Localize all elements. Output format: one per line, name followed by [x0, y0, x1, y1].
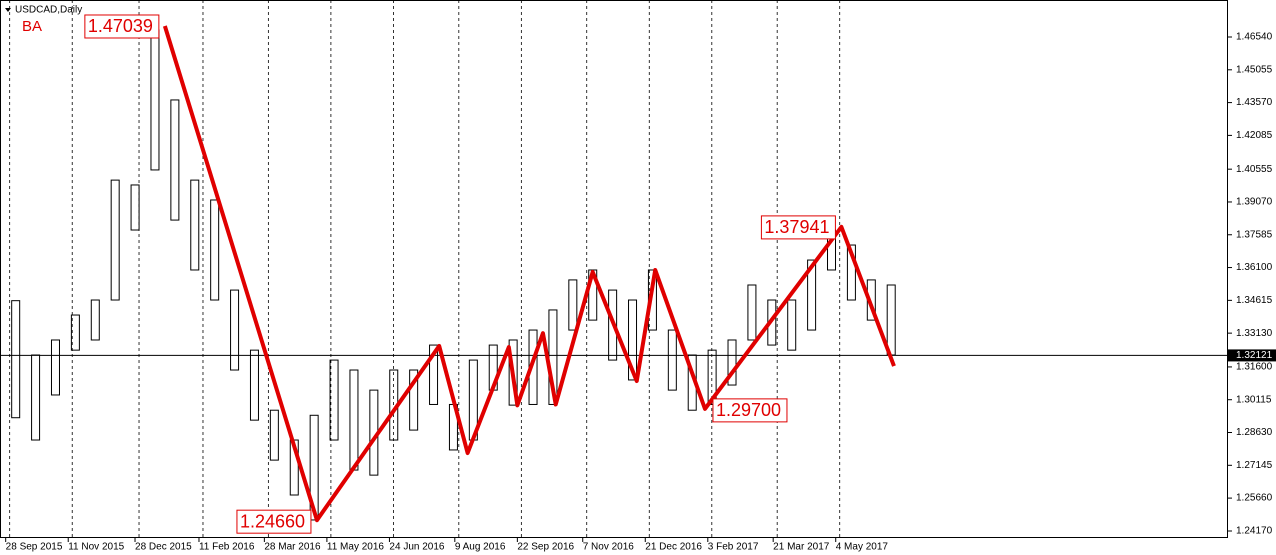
price-bar	[110, 179, 120, 301]
zigzag-line	[162, 25, 896, 523]
y-tick-label: 1.25660	[1236, 493, 1273, 504]
price-bar	[667, 329, 677, 391]
x-tick-label: 24 Jun 2016	[389, 542, 444, 553]
price-bar	[130, 184, 140, 231]
y-tick-label: 1.37585	[1236, 229, 1273, 240]
zigzag-label: 1.29700	[716, 400, 781, 420]
x-tick-label: 28 Sep 2015	[6, 542, 63, 553]
zigzag-label-box	[712, 398, 788, 423]
y-tick-label: 1.46540	[1236, 32, 1273, 43]
y-tick-label: 1.40555	[1236, 164, 1273, 175]
y-tick-label: 1.43570	[1236, 97, 1273, 108]
price-bar	[249, 349, 259, 421]
current-price-box	[1228, 349, 1276, 362]
indicator-name: BA	[22, 18, 42, 35]
zigzag-label-box	[84, 14, 160, 39]
x-tick-label: 28 Mar 2016	[264, 542, 321, 553]
y-tick-label: 1.31600	[1236, 362, 1273, 373]
y-tick-label: 1.45055	[1236, 64, 1273, 75]
price-bar	[90, 299, 100, 341]
price-bar	[11, 300, 21, 419]
price-bar	[747, 284, 757, 341]
zigzag-label: 1.37941	[764, 217, 829, 237]
x-tick-label: 11 Feb 2016	[199, 542, 255, 553]
price-bar	[70, 314, 80, 351]
y-tick-label: 1.30115	[1236, 394, 1272, 405]
plot-frame	[0, 0, 1228, 538]
x-tick-label: 11 Nov 2015	[68, 542, 124, 553]
price-bar	[429, 344, 439, 405]
price-bar	[50, 339, 60, 396]
price-bar	[727, 339, 737, 386]
x-tick-label: 3 Feb 2017	[708, 542, 759, 553]
y-tick-label: 1.42085	[1236, 130, 1273, 141]
x-tick-label: 7 Nov 2016	[583, 542, 635, 553]
x-tick-label: 9 Aug 2016	[455, 542, 506, 553]
current-price-label: 1.32121	[1236, 350, 1273, 361]
price-bar	[309, 414, 319, 521]
y-tick-label: 1.24170	[1236, 526, 1273, 537]
price-bar	[707, 349, 717, 405]
price-bar	[807, 259, 817, 331]
y-tick-label: 1.39070	[1236, 197, 1273, 208]
zigzag-label-box	[236, 509, 312, 534]
y-tick-label: 1.36100	[1236, 262, 1273, 273]
price-bar	[190, 179, 200, 271]
x-tick-label: 11 May 2016	[327, 542, 385, 553]
price-bar	[230, 289, 240, 371]
y-tick-label: 1.33130	[1236, 328, 1273, 339]
x-tick-label: 21 Dec 2016	[645, 542, 702, 553]
zigzag-label: 1.24660	[240, 511, 305, 531]
price-bar	[846, 244, 856, 301]
price-bar	[210, 199, 220, 301]
price-bar	[409, 369, 419, 431]
x-tick-label: 22 Sep 2016	[517, 542, 574, 553]
zigzag-label-box	[760, 215, 836, 240]
price-bar	[608, 289, 618, 361]
price-bar	[568, 279, 578, 331]
y-tick-label: 1.28630	[1236, 427, 1273, 438]
x-tick-label: 28 Dec 2015	[135, 542, 192, 553]
zigzag-label: 1.47039	[88, 16, 153, 36]
x-tick-label: 21 Mar 2017	[773, 542, 830, 553]
y-tick-label: 1.27145	[1236, 460, 1273, 471]
price-bar	[787, 299, 797, 351]
chart-title: USDCAD,Daily	[15, 5, 82, 16]
price-bar	[329, 359, 339, 441]
price-bar	[269, 409, 279, 461]
x-tick-label: 4 May 2017	[836, 542, 889, 553]
price-bar	[628, 299, 638, 381]
price-bar	[508, 339, 518, 406]
price-bar	[170, 99, 180, 221]
y-tick-label: 1.34615	[1236, 295, 1273, 306]
